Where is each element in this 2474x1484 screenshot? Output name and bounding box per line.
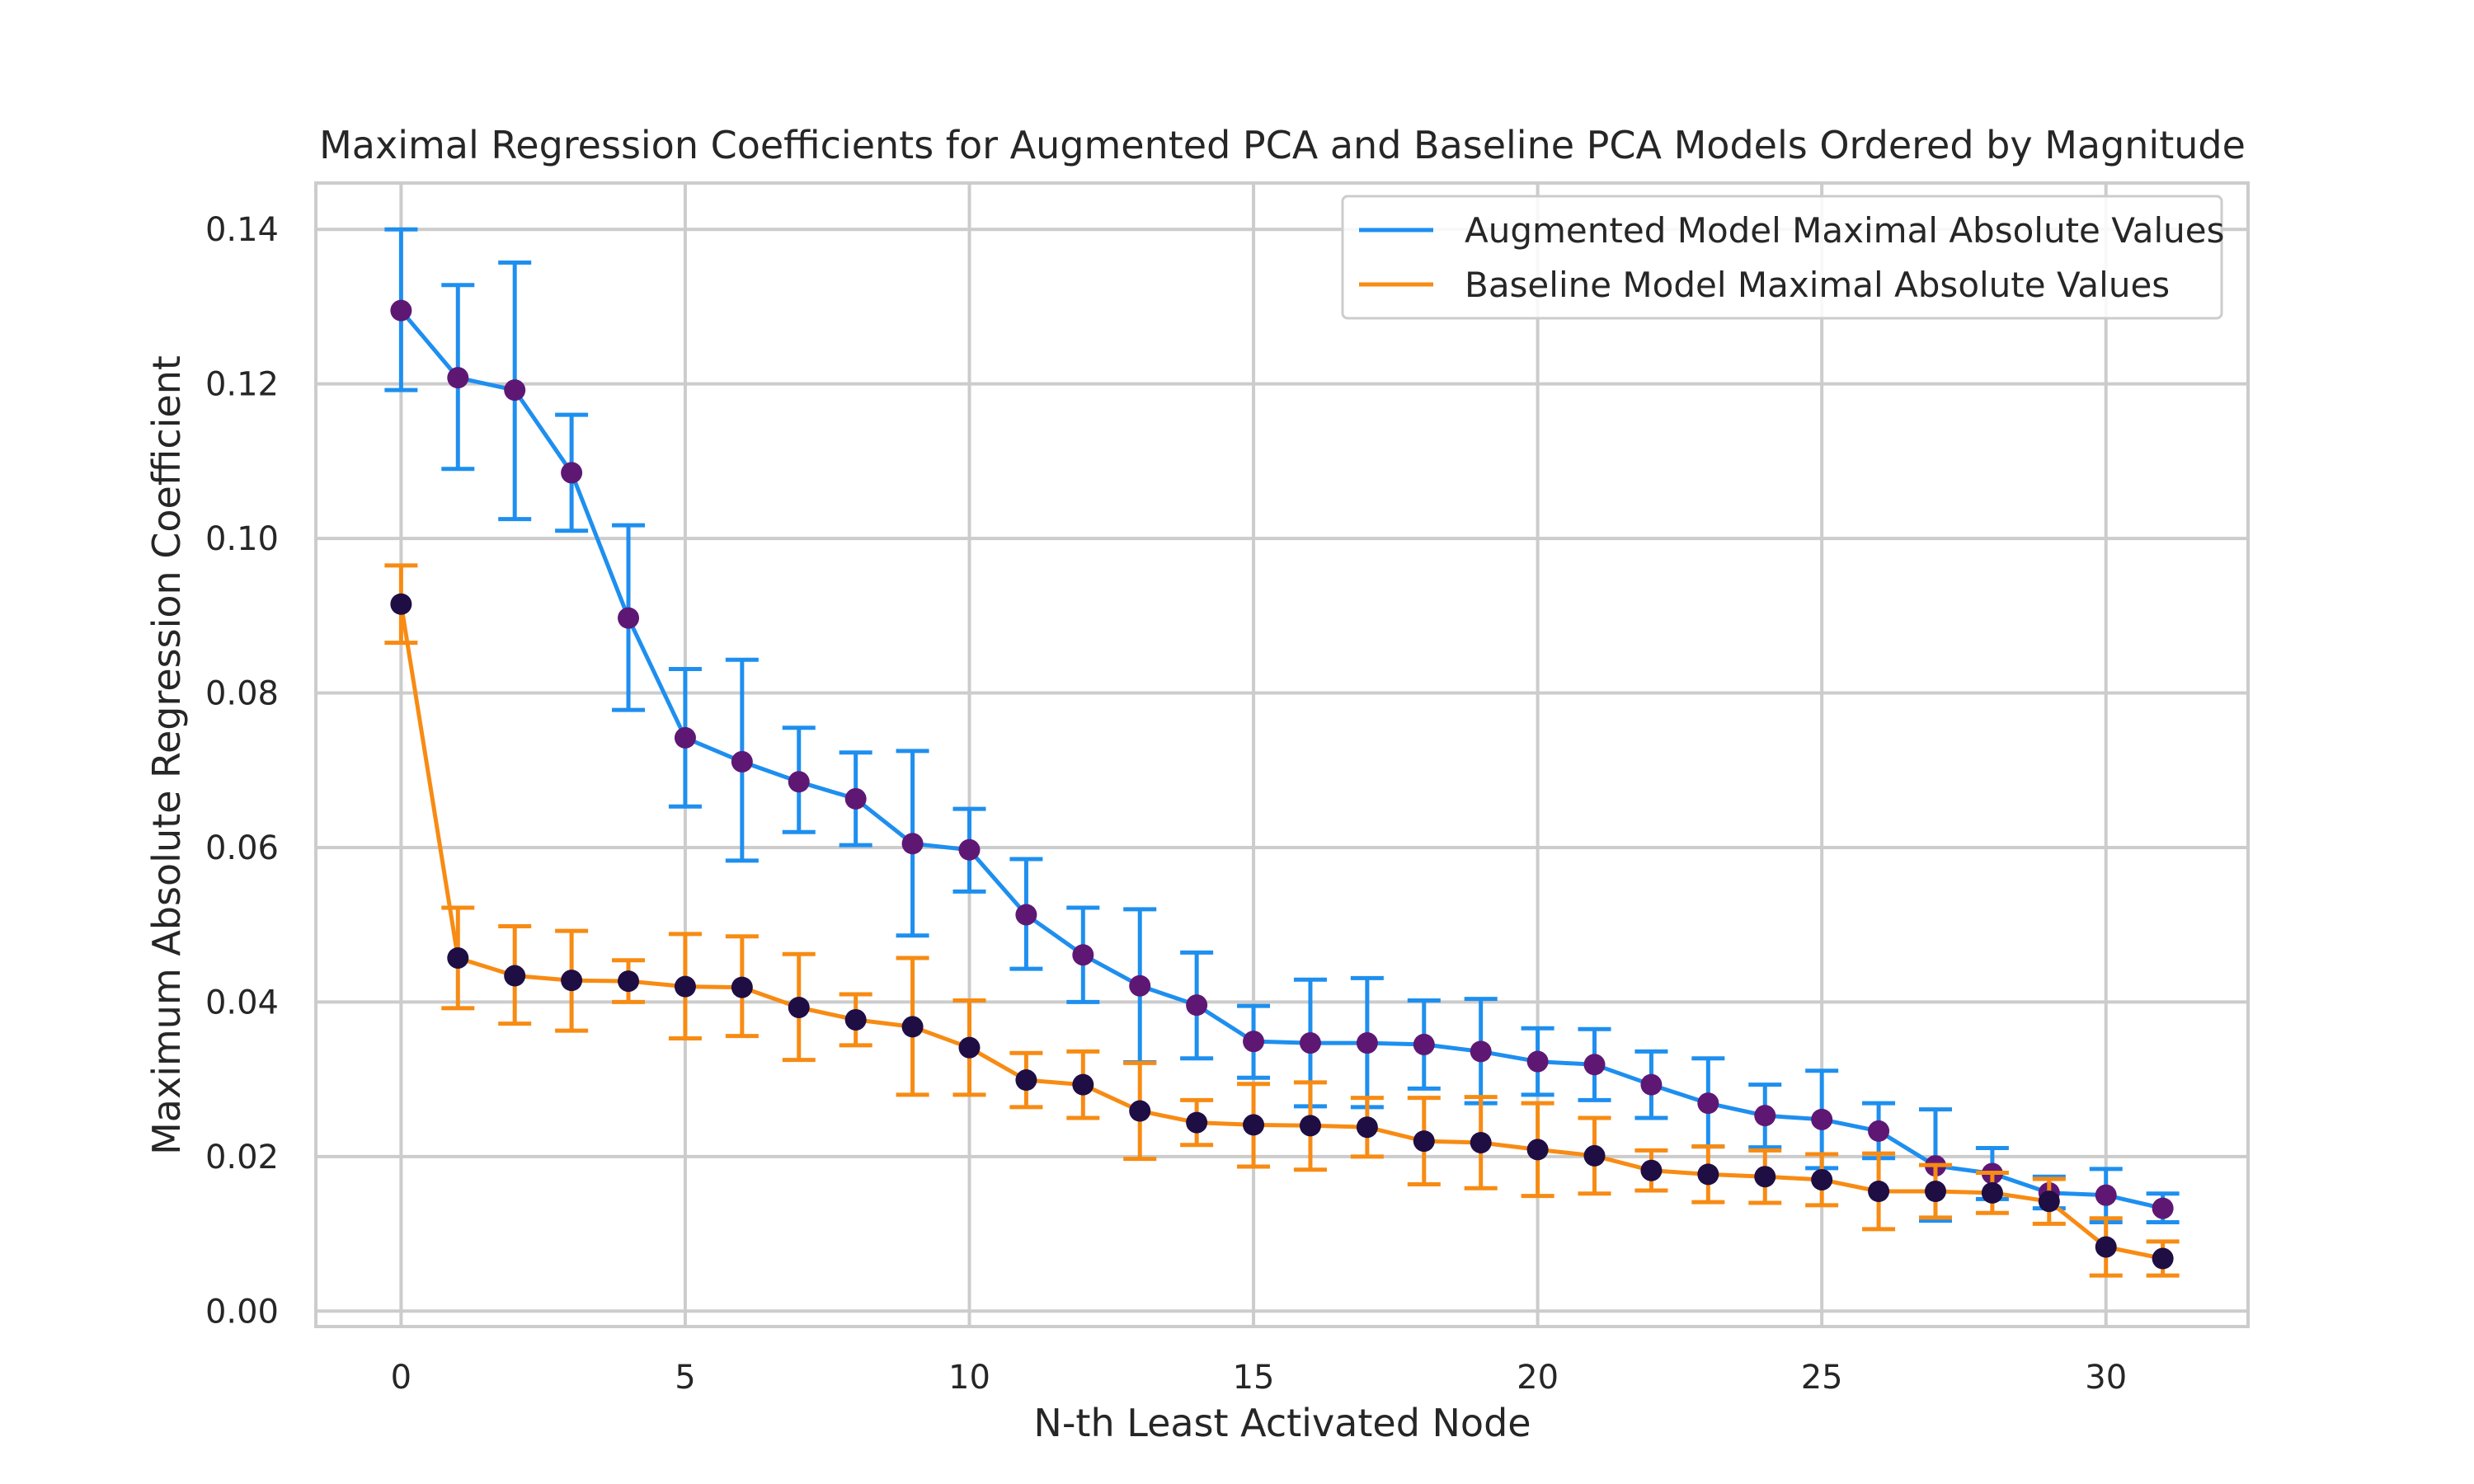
data-point <box>2152 1247 2174 1270</box>
data-point <box>1356 1116 1378 1139</box>
data-point <box>1697 1092 1719 1115</box>
series-0 <box>384 227 2180 1224</box>
data-point <box>447 946 469 969</box>
legend-entry-augmented: Augmented Model Maximal Absolute Values <box>1465 210 2224 251</box>
data-point <box>1015 904 1037 926</box>
data-point <box>674 726 696 749</box>
data-point <box>1299 1115 1321 1137</box>
x-tick-label: 10 <box>948 1359 990 1397</box>
y-tick-label: 0.04 <box>205 984 279 1021</box>
data-point <box>1811 1108 1833 1130</box>
series-layer <box>384 227 2180 1278</box>
data-point <box>1015 1069 1037 1092</box>
data-point <box>504 379 526 402</box>
data-point <box>1697 1163 1719 1186</box>
data-point <box>504 965 526 987</box>
data-point <box>1868 1120 1890 1142</box>
data-point <box>1299 1032 1321 1054</box>
data-point <box>1640 1159 1663 1181</box>
data-point <box>1186 1111 1208 1134</box>
y-tick-label: 0.02 <box>205 1139 279 1176</box>
legend: Augmented Model Maximal Absolute Values … <box>1341 195 2224 320</box>
data-point <box>561 970 583 992</box>
data-point <box>1470 1040 1492 1063</box>
data-point <box>901 833 924 855</box>
x-tick-label: 0 <box>391 1359 412 1397</box>
data-point <box>2095 1236 2117 1258</box>
y-tick-label: 0.10 <box>205 520 279 558</box>
legend-box <box>1341 195 2223 320</box>
data-point <box>1754 1166 1776 1188</box>
series-1 <box>384 563 2180 1278</box>
data-point <box>788 996 810 1018</box>
data-point <box>1811 1168 1833 1190</box>
data-point <box>731 976 753 998</box>
data-point <box>1868 1180 1890 1202</box>
data-point <box>674 975 696 998</box>
data-point <box>1243 1114 1265 1136</box>
data-point <box>1924 1180 1946 1202</box>
data-point <box>390 593 412 615</box>
plot-area <box>314 181 2250 1328</box>
x-tick-label: 15 <box>1233 1359 1275 1397</box>
data-point <box>618 970 640 993</box>
data-point <box>1129 1100 1151 1122</box>
y-tick-label: 0.08 <box>205 675 279 713</box>
x-tick-label: 5 <box>675 1359 695 1397</box>
y-axis-label: Maximum Absolute Regression Coefficient <box>144 355 189 1155</box>
data-point <box>1356 1032 1378 1054</box>
x-tick-label: 25 <box>1801 1359 1843 1397</box>
data-point <box>1583 1054 1606 1076</box>
data-point <box>2095 1184 2117 1206</box>
x-tick-label: 20 <box>1517 1359 1559 1397</box>
data-point <box>1186 994 1208 1017</box>
data-point <box>1072 944 1094 966</box>
data-point <box>447 367 469 389</box>
y-tick-label: 0.14 <box>205 211 279 249</box>
data-point <box>1129 974 1151 997</box>
data-point <box>1243 1031 1265 1053</box>
data-point <box>901 1016 924 1038</box>
y-tick-label: 0.06 <box>205 829 279 867</box>
data-point <box>958 838 981 861</box>
data-point <box>618 607 640 629</box>
x-axis-ticks: 0 5 10 15 20 25 30 <box>391 1359 2128 1397</box>
data-point <box>2038 1190 2060 1213</box>
legend-entry-baseline: Baseline Model Maximal Absolute Values <box>1465 265 2170 305</box>
data-point <box>1640 1073 1663 1096</box>
data-point <box>731 750 753 773</box>
data-point <box>2152 1197 2174 1219</box>
data-point <box>1470 1131 1492 1153</box>
data-point <box>1754 1105 1776 1127</box>
data-point <box>390 299 412 322</box>
data-point <box>1072 1073 1094 1096</box>
data-point <box>1413 1033 1435 1055</box>
chart-title: Maximal Regression Coefficients for Augm… <box>319 123 2246 167</box>
data-point <box>1526 1050 1549 1073</box>
data-point <box>844 1008 867 1031</box>
data-point <box>1413 1130 1435 1153</box>
y-axis-ticks: 0.00 0.02 0.04 0.06 0.08 0.10 0.12 0.14 <box>205 211 279 1331</box>
data-point <box>1583 1144 1606 1167</box>
y-tick-label: 0.12 <box>205 366 279 404</box>
data-point <box>561 462 583 484</box>
data-point <box>958 1036 981 1059</box>
data-point <box>1526 1139 1549 1161</box>
data-point <box>1981 1181 2003 1204</box>
data-point <box>788 771 810 793</box>
y-tick-label: 0.00 <box>205 1293 279 1331</box>
data-point <box>844 787 867 810</box>
x-axis-label: N-th Least Activated Node <box>1033 1401 1531 1445</box>
x-tick-label: 30 <box>2085 1359 2127 1397</box>
